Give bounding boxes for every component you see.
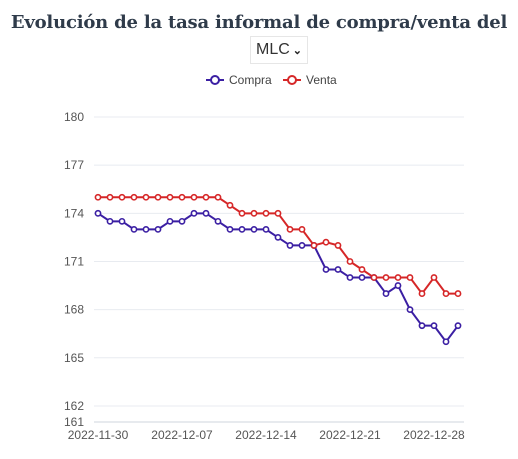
y-tick-label: 171 <box>64 254 84 268</box>
y-tick-label: 174 <box>64 206 84 220</box>
y-tick-label: 180 <box>64 110 84 124</box>
y-tick-label: 161 <box>64 415 84 429</box>
y-tick-label: 165 <box>64 351 84 365</box>
data-point <box>142 225 150 233</box>
y-tick-label: 177 <box>64 158 84 172</box>
data-point <box>202 209 210 217</box>
data-point <box>178 217 186 225</box>
currency-select-value: MLC <box>256 41 290 58</box>
legend-marker <box>287 75 297 85</box>
data-point <box>238 225 246 233</box>
data-point <box>430 274 438 281</box>
data-point <box>202 193 210 201</box>
chevron-down-icon: ⌄ <box>292 44 302 57</box>
data-point <box>370 274 378 281</box>
data-point <box>322 238 330 246</box>
data-point <box>130 225 138 233</box>
data-point <box>118 217 126 225</box>
data-point <box>406 306 414 314</box>
data-point <box>322 266 330 273</box>
data-point <box>166 217 174 225</box>
data-point <box>382 274 390 281</box>
x-tick-label: 2022-12-14 <box>235 428 297 442</box>
data-point <box>418 290 426 297</box>
data-point <box>442 290 450 297</box>
data-point <box>262 209 270 217</box>
data-point <box>310 242 318 249</box>
legend-label: Compra <box>229 73 272 87</box>
data-point <box>238 209 246 217</box>
legend-marker <box>210 75 220 85</box>
data-point <box>430 322 438 330</box>
data-point <box>334 266 342 273</box>
legend-label: Venta <box>306 73 337 87</box>
data-point <box>346 274 354 281</box>
data-point <box>274 209 282 217</box>
chart-title-wrap: Evolución de la tasa informal de compra/… <box>0 12 518 33</box>
data-point <box>250 225 258 233</box>
data-point <box>442 338 450 346</box>
data-point <box>334 242 342 249</box>
x-tick-label: 2022-12-28 <box>403 428 465 442</box>
data-point <box>394 282 402 289</box>
data-point <box>226 201 234 209</box>
data-point <box>406 274 414 281</box>
data-point <box>154 193 162 201</box>
data-point <box>166 193 174 201</box>
data-point <box>214 217 222 225</box>
data-point <box>298 242 306 249</box>
data-point <box>262 225 270 233</box>
data-point <box>214 193 222 201</box>
x-tick-label: 2022-12-21 <box>319 428 381 442</box>
data-point <box>382 290 390 297</box>
currency-select[interactable]: MLC ⌄ <box>250 36 308 64</box>
data-point <box>358 266 366 273</box>
data-point <box>178 193 186 201</box>
data-point <box>106 217 114 225</box>
data-point <box>394 274 402 281</box>
data-point <box>94 193 102 201</box>
data-point <box>250 209 258 217</box>
y-tick-label: 168 <box>64 303 84 317</box>
y-tick-label: 162 <box>64 399 84 413</box>
data-point <box>418 322 426 330</box>
data-point <box>190 193 198 201</box>
data-point <box>454 290 462 297</box>
data-point <box>190 209 198 217</box>
data-point <box>454 322 462 330</box>
chart-title: Evolución de la tasa informal de compra/… <box>10 12 508 33</box>
x-tick-label: 2022-11-30 <box>68 428 129 442</box>
data-point <box>106 193 114 201</box>
data-point <box>130 193 138 201</box>
data-point <box>118 193 126 201</box>
data-point <box>298 225 306 233</box>
data-point <box>94 209 102 217</box>
x-tick-label: 2022-12-07 <box>151 428 213 442</box>
data-point <box>286 225 294 233</box>
data-point <box>286 242 294 249</box>
data-point <box>154 225 162 233</box>
data-point <box>142 193 150 201</box>
data-point <box>346 258 354 265</box>
data-point <box>274 233 282 241</box>
data-point <box>226 225 234 233</box>
data-point <box>358 274 366 281</box>
